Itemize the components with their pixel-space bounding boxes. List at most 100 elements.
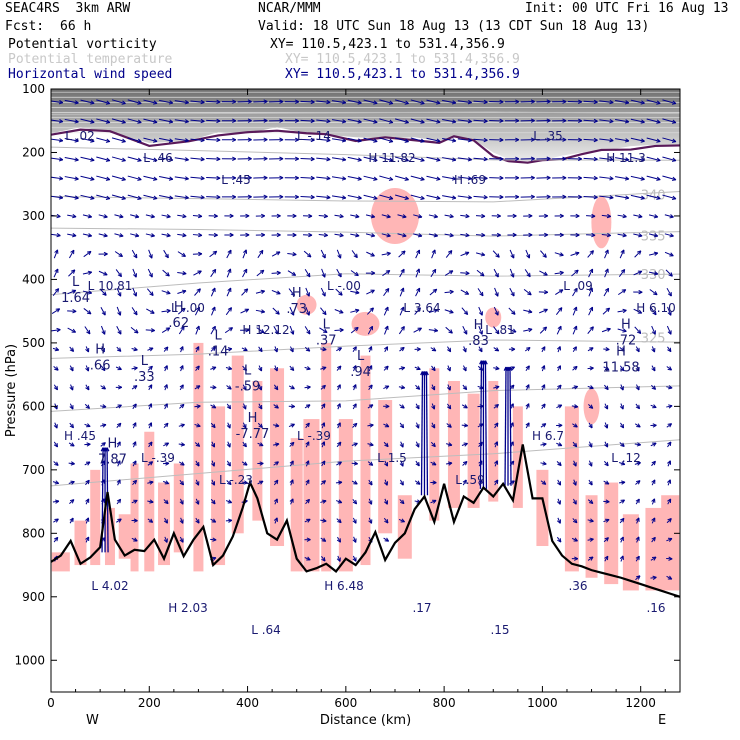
wind-vector xyxy=(664,233,674,237)
wind-vector xyxy=(363,175,378,181)
wind-vector xyxy=(114,214,124,218)
wind-vector-head xyxy=(132,460,137,465)
wind-vector-head xyxy=(105,119,111,124)
wind-vector-head xyxy=(260,289,266,294)
wind-vector-head xyxy=(336,403,341,408)
wind-vector xyxy=(80,99,95,104)
wind-vector-head xyxy=(432,480,437,485)
wind-vector-head xyxy=(494,311,499,316)
wind-vector-head xyxy=(179,403,185,409)
wind-vector xyxy=(288,288,295,296)
wind-vector-head xyxy=(494,403,499,409)
wind-vector-head xyxy=(462,479,467,484)
wind-vector-head xyxy=(415,443,420,448)
wind-vector-head xyxy=(388,138,394,143)
wind-vector xyxy=(414,307,421,315)
wind-vector-head xyxy=(274,461,279,466)
wind-vector xyxy=(556,325,562,335)
wind-vector xyxy=(350,327,359,334)
wind-vector-head xyxy=(447,442,453,447)
wind-vector-head xyxy=(55,308,61,313)
annotation-label: L .35 xyxy=(533,129,563,143)
wind-vector-head xyxy=(620,442,625,447)
wind-vector-head xyxy=(100,347,105,353)
wind-vector-head xyxy=(494,460,499,465)
wind-vector-head xyxy=(232,118,237,123)
wind-vector xyxy=(428,329,438,332)
wind-vector-head xyxy=(243,461,248,466)
wind-vector-head xyxy=(211,518,217,523)
wind-vector xyxy=(289,306,295,316)
wind-vector-head xyxy=(373,100,378,105)
wind-vector-head xyxy=(326,195,331,200)
wind-vector-head xyxy=(483,175,488,181)
wind-vector-head xyxy=(620,347,625,352)
wind-vector-head xyxy=(651,460,656,466)
wind-vector-head xyxy=(274,479,279,485)
wind-vector-head xyxy=(653,251,659,256)
wind-vector-head xyxy=(400,518,406,523)
wind-vector xyxy=(382,270,391,277)
wind-vector-head xyxy=(463,330,468,335)
wind-vector-head xyxy=(184,157,189,162)
pv-fill-column xyxy=(303,419,320,572)
wind-vector xyxy=(83,250,92,258)
wind-vector-head xyxy=(227,518,233,523)
wind-vector xyxy=(457,176,472,180)
wind-vector xyxy=(646,118,661,123)
wind-vector-head xyxy=(495,385,500,390)
valid-time: Valid: 18 UTC Sun 18 Aug 13 (13 CDT Sun … xyxy=(258,19,650,34)
wind-vector-head xyxy=(69,423,74,429)
wind-vector xyxy=(143,137,158,142)
wind-vector-head xyxy=(134,329,139,334)
wind-vector-head xyxy=(384,306,389,312)
wind-vector xyxy=(431,249,436,259)
wind-vector xyxy=(442,157,457,161)
wind-vector xyxy=(143,175,158,180)
wind-vector-head xyxy=(449,309,454,314)
fcst-value: 66 h xyxy=(60,19,92,34)
wind-vector-head xyxy=(431,249,436,254)
wind-vector-head xyxy=(70,442,75,447)
wind-vector-head xyxy=(573,404,579,409)
wind-vector xyxy=(460,272,470,274)
wind-vector-head xyxy=(168,195,174,200)
wind-vector xyxy=(111,99,126,105)
wind-vector xyxy=(331,176,346,180)
wind-vector-head xyxy=(85,347,90,353)
wind-vector xyxy=(478,325,483,335)
wind-vector-head xyxy=(90,195,95,200)
wind-vector-head xyxy=(388,195,394,200)
wind-vector-head xyxy=(86,329,91,335)
wind-vector-head xyxy=(259,461,264,466)
annotation-label: H 11.3 xyxy=(606,151,646,165)
wind-vector xyxy=(145,329,155,332)
wind-vector xyxy=(664,214,674,218)
wind-vector-head xyxy=(247,194,252,200)
wind-vector-head xyxy=(355,214,360,219)
wind-vector-head xyxy=(640,176,645,181)
wind-vector xyxy=(68,269,76,277)
wind-vector-head xyxy=(556,519,561,524)
x-tick-label: 200 xyxy=(138,696,161,710)
wind-vector xyxy=(192,234,202,236)
wind-vector-head xyxy=(558,307,563,312)
wind-vector-head xyxy=(417,233,423,238)
wind-vector-head xyxy=(180,325,185,331)
wind-vector-head xyxy=(544,232,549,238)
wind-vector-head xyxy=(593,156,598,162)
wind-vector-head xyxy=(74,157,79,162)
wind-vector-head xyxy=(606,232,612,238)
wind-vector xyxy=(523,309,533,313)
wind-vector-head xyxy=(530,194,535,199)
wind-vector-head xyxy=(562,99,567,104)
wind-vector xyxy=(509,287,515,297)
wind-vector-head xyxy=(306,404,311,409)
wind-vector-head xyxy=(245,328,250,333)
wind-vector-head xyxy=(463,442,468,447)
wind-vector-head xyxy=(604,366,610,371)
wind-vector-head xyxy=(153,195,158,200)
wind-vector xyxy=(460,214,470,218)
wind-vector-head xyxy=(573,365,578,371)
wind-vector-head xyxy=(352,557,357,562)
